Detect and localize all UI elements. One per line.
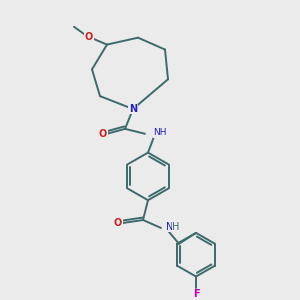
Text: N: N <box>166 222 173 232</box>
Text: NH: NH <box>153 128 166 137</box>
Text: O: O <box>114 218 122 228</box>
Text: F: F <box>193 289 199 299</box>
Text: H: H <box>172 222 179 232</box>
Text: O: O <box>85 32 93 42</box>
Text: O: O <box>99 129 107 139</box>
Text: N: N <box>129 104 137 114</box>
